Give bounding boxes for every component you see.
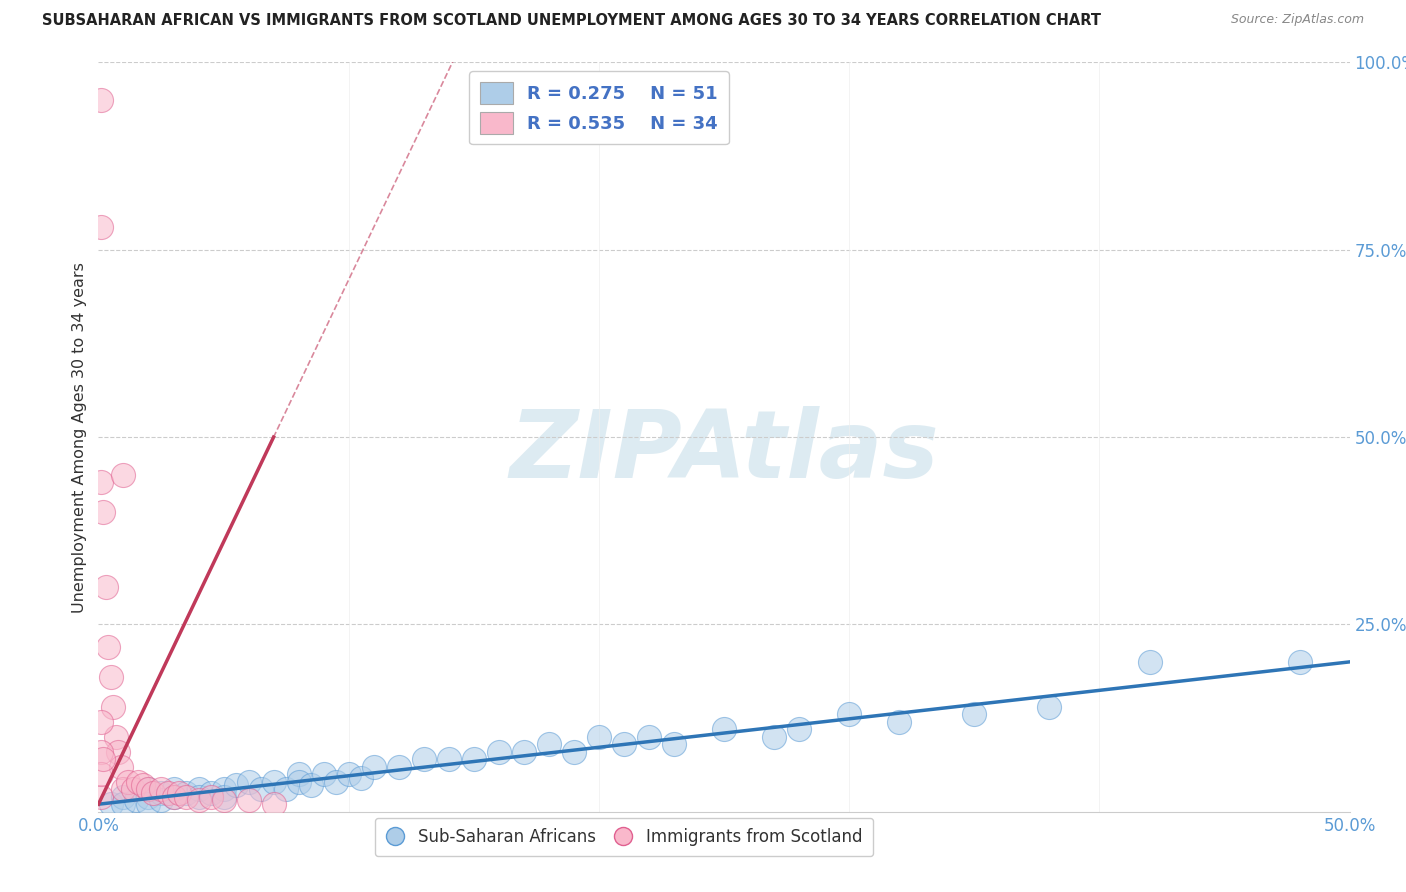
Point — [104, 730, 127, 744]
Point — [112, 797, 135, 812]
Point — [562, 745, 585, 759]
Point — [90, 745, 112, 759]
Point — [1139, 655, 1161, 669]
Point — [162, 782, 184, 797]
Point — [100, 797, 122, 812]
Point — [174, 786, 197, 800]
Point — [112, 789, 135, 804]
Point — [162, 789, 184, 804]
Point — [763, 730, 786, 744]
Text: ZIPAtlas: ZIPAtlas — [509, 406, 939, 498]
Point — [150, 786, 173, 800]
Point — [713, 723, 735, 737]
Point — [212, 789, 235, 804]
Point — [613, 737, 636, 751]
Text: Source: ZipAtlas.com: Source: ZipAtlas.com — [1230, 13, 1364, 27]
Point — [363, 760, 385, 774]
Y-axis label: Unemployment Among Ages 30 to 34 years: Unemployment Among Ages 30 to 34 years — [72, 261, 87, 613]
Point — [138, 782, 160, 797]
Point — [90, 475, 112, 489]
Text: SUBSAHARAN AFRICAN VS IMMIGRANTS FROM SCOTLAND UNEMPLOYMENT AMONG AGES 30 TO 34 : SUBSAHARAN AFRICAN VS IMMIGRANTS FROM SC… — [42, 13, 1101, 29]
Point — [187, 782, 209, 797]
Legend: Sub-Saharan Africans, Immigrants from Scotland: Sub-Saharan Africans, Immigrants from Sc… — [375, 818, 873, 855]
Point — [1038, 699, 1060, 714]
Point — [225, 779, 247, 793]
Point — [588, 730, 610, 744]
Point — [107, 745, 129, 759]
Point — [263, 774, 285, 789]
Point — [97, 640, 120, 654]
Point — [513, 745, 536, 759]
Point — [117, 774, 139, 789]
Point — [312, 767, 335, 781]
Point — [90, 789, 112, 804]
Point — [93, 505, 115, 519]
Point — [142, 786, 165, 800]
Point — [200, 786, 222, 800]
Point — [94, 580, 117, 594]
Point — [963, 707, 986, 722]
Point — [299, 779, 322, 793]
Point — [388, 760, 411, 774]
Point — [100, 670, 122, 684]
Point — [150, 793, 173, 807]
Point — [787, 723, 810, 737]
Point — [238, 774, 260, 789]
Point — [90, 93, 112, 107]
Point — [125, 793, 148, 807]
Point — [889, 714, 911, 729]
Point — [212, 782, 235, 797]
Point — [263, 797, 285, 812]
Point — [537, 737, 560, 751]
Point — [90, 767, 112, 781]
Point — [174, 789, 197, 804]
Point — [287, 774, 309, 789]
Point — [187, 789, 209, 804]
Point — [162, 789, 184, 804]
Point — [212, 793, 235, 807]
Point — [337, 767, 360, 781]
Point — [325, 774, 347, 789]
Point — [138, 782, 160, 797]
Point — [138, 789, 160, 804]
Point — [93, 752, 115, 766]
Point — [90, 220, 112, 235]
Point — [187, 793, 209, 807]
Point — [238, 793, 260, 807]
Point — [90, 714, 112, 729]
Point — [838, 707, 860, 722]
Point — [110, 760, 132, 774]
Point — [488, 745, 510, 759]
Point — [150, 782, 173, 797]
Point — [1288, 655, 1310, 669]
Point — [138, 797, 160, 812]
Point — [112, 467, 135, 482]
Point — [112, 782, 135, 797]
Point — [250, 782, 273, 797]
Point — [412, 752, 434, 766]
Point — [200, 789, 222, 804]
Point — [638, 730, 661, 744]
Point — [437, 752, 460, 766]
Point — [122, 782, 145, 797]
Point — [463, 752, 485, 766]
Point — [157, 786, 180, 800]
Point — [662, 737, 685, 751]
Point — [287, 767, 309, 781]
Point — [274, 782, 298, 797]
Point — [350, 771, 373, 785]
Point — [103, 699, 125, 714]
Point — [167, 786, 190, 800]
Point — [132, 779, 155, 793]
Point — [127, 774, 149, 789]
